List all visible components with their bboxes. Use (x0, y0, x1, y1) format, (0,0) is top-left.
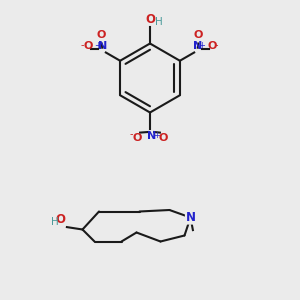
Text: O: O (132, 133, 142, 142)
Text: O: O (83, 41, 92, 51)
Text: O: O (208, 41, 217, 51)
Text: -: - (214, 40, 218, 50)
Text: N: N (193, 41, 203, 51)
Text: -: - (81, 40, 85, 50)
Text: O: O (97, 31, 106, 40)
Text: N: N (185, 211, 196, 224)
Text: +: + (153, 130, 160, 140)
Text: H: H (51, 217, 59, 227)
Text: N: N (98, 41, 107, 51)
Text: +: + (94, 41, 101, 50)
Text: N: N (147, 131, 156, 141)
Text: +: + (199, 41, 206, 50)
Text: -: - (130, 129, 133, 139)
Text: H: H (154, 17, 162, 27)
Text: O: O (56, 213, 65, 226)
Text: O: O (145, 13, 155, 26)
Text: O: O (158, 133, 168, 142)
Text: O: O (194, 31, 203, 40)
